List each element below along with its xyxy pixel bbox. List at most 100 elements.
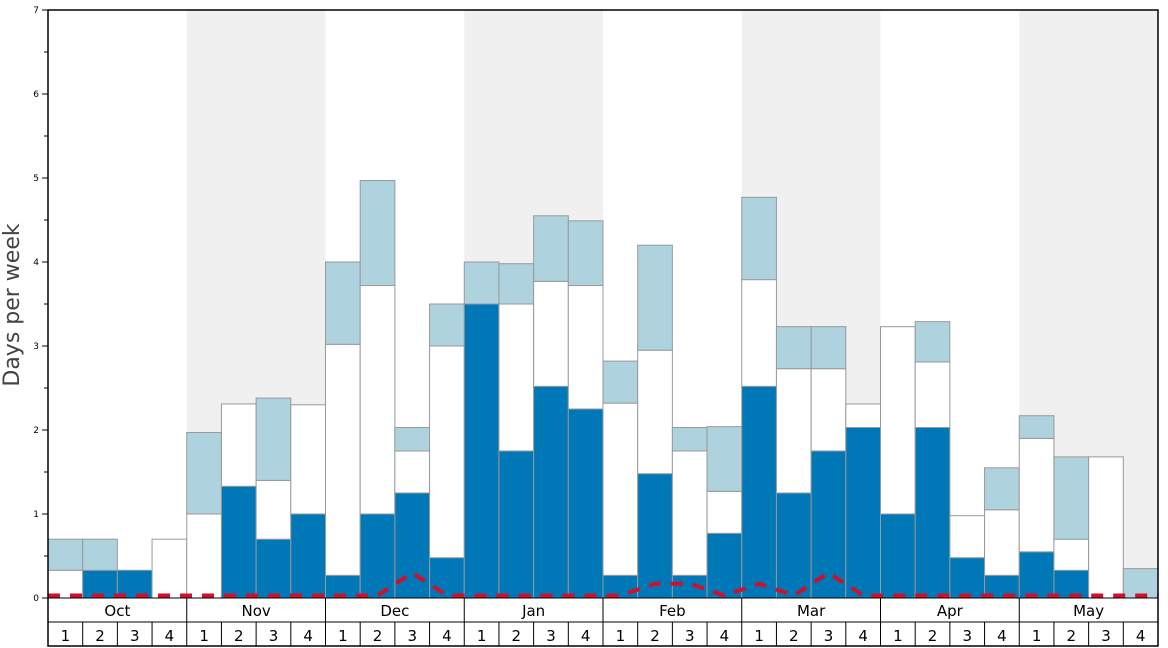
bar-white-26 — [949, 515, 986, 559]
bar-white-28 — [1018, 437, 1055, 553]
week-label: 1 — [1032, 627, 1042, 645]
bar-dark-20 — [741, 385, 777, 599]
month-label-nov: Nov — [241, 602, 270, 620]
bar-light-28 — [1018, 415, 1055, 439]
y-tick-label: 4 — [33, 258, 39, 268]
bar-dark-11 — [429, 557, 465, 599]
bar-white-18 — [671, 450, 708, 576]
bar-light-25 — [914, 321, 951, 363]
week-label: 3 — [1101, 627, 1111, 645]
week-label: 3 — [824, 627, 834, 645]
bar-dark-23 — [845, 426, 881, 599]
bar-light-1 — [82, 538, 118, 571]
week-label: 2 — [512, 627, 522, 645]
bar-white-11 — [429, 345, 465, 559]
bar-light-11 — [429, 303, 465, 347]
week-label: 4 — [720, 627, 730, 645]
bar-white-19 — [706, 490, 743, 534]
y-tick-label: 5 — [33, 174, 39, 184]
week-label: 4 — [442, 627, 452, 645]
bar-white-27 — [984, 509, 1020, 576]
y-tick-label: 2 — [33, 426, 39, 436]
bar-light-17 — [637, 244, 673, 351]
week-label: 3 — [685, 627, 695, 645]
bar-dark-9 — [359, 513, 396, 599]
bar-white-14 — [533, 280, 569, 387]
bar-dark-24 — [880, 513, 916, 599]
bar-white-5 — [220, 403, 257, 487]
bar-white-3 — [151, 538, 188, 599]
bar-dark-17 — [637, 473, 673, 599]
week-label: 1 — [61, 627, 71, 645]
bar-light-4 — [186, 432, 222, 515]
week-label: 2 — [1067, 627, 1077, 645]
week-label: 1 — [477, 627, 487, 645]
week-label: 1 — [754, 627, 764, 645]
bar-dark-28 — [1018, 551, 1055, 599]
bar-white-21 — [775, 368, 812, 494]
bar-light-18 — [671, 426, 708, 452]
bar-light-29 — [1053, 456, 1090, 540]
week-label: 4 — [858, 627, 868, 645]
dashed-line-series — [48, 570, 1158, 598]
week-label: 4 — [1136, 627, 1146, 645]
y-tick-label: 3 — [33, 342, 39, 352]
bar-white-16 — [602, 402, 639, 576]
week-label: 1 — [199, 627, 209, 645]
bar-light-12 — [463, 261, 500, 305]
bar-dark-15 — [567, 408, 604, 599]
bar-light-20 — [741, 196, 777, 281]
month-label-may: May — [1073, 602, 1104, 620]
bar-light-13 — [498, 263, 535, 305]
bar-dark-5 — [220, 485, 257, 599]
bar-white-29 — [1053, 538, 1090, 571]
y-tick-label: 0 — [33, 594, 39, 604]
bar-white-6 — [255, 479, 292, 540]
bar-white-23 — [845, 403, 881, 428]
week-label: 3 — [407, 627, 417, 645]
bar-white-30 — [1088, 456, 1124, 599]
bar-light-15 — [567, 220, 604, 287]
bar-dark-26 — [949, 557, 986, 599]
bar-white-20 — [741, 279, 777, 387]
week-label: 1 — [338, 627, 348, 645]
bar-dark-25 — [914, 426, 951, 599]
bar-light-27 — [984, 467, 1020, 511]
week-label: 3 — [130, 627, 140, 645]
bar-white-8 — [325, 343, 361, 576]
week-label: 4 — [997, 627, 1007, 645]
x-axis: Oct Nov Dec Jan Feb Mar Apr May 1 2 3 4 1 2 3 4 1 2 3 4 1 2 3 4… — [61, 598, 1146, 646]
bar-dark-22 — [810, 450, 847, 599]
y-tick-label: 1 — [33, 510, 39, 520]
bar-light-21 — [775, 326, 812, 370]
week-label: 3 — [962, 627, 972, 645]
week-label: 2 — [789, 627, 799, 645]
bar-white-24 — [880, 326, 916, 515]
week-label: 2 — [95, 627, 105, 645]
bar-dark-12 — [463, 303, 500, 599]
y-tick-label: 7 — [33, 6, 39, 16]
week-label: 2 — [928, 627, 938, 645]
month-label-feb: Feb — [659, 602, 686, 620]
week-label: 1 — [893, 627, 903, 645]
line-series — [48, 570, 1158, 598]
bar-white-10 — [394, 450, 431, 494]
week-label: 4 — [303, 627, 313, 645]
week-label: 3 — [269, 627, 279, 645]
bar-dark-7 — [290, 513, 326, 599]
bar-light-10 — [394, 426, 431, 452]
bar-white-13 — [498, 303, 535, 452]
bar-light-8 — [325, 261, 361, 345]
month-label-dec: Dec — [380, 602, 409, 620]
week-label: 1 — [616, 627, 626, 645]
bar-white-7 — [290, 404, 326, 515]
bar-light-14 — [533, 215, 569, 282]
bar-white-22 — [810, 368, 847, 452]
month-label-oct: Oct — [104, 602, 130, 620]
bar-white-9 — [359, 285, 396, 515]
y-tick-label: 6 — [33, 90, 39, 100]
bar-dark-13 — [498, 450, 535, 599]
bar-light-16 — [602, 360, 639, 404]
bar-light-0 — [47, 538, 84, 571]
